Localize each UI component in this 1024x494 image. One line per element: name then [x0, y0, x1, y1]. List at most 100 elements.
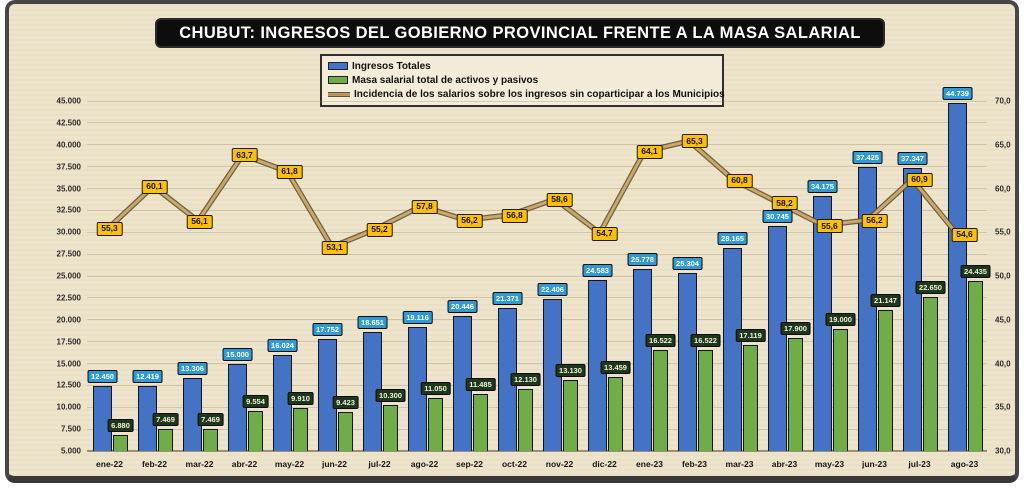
masa-bar	[562, 379, 578, 451]
masa-bar	[697, 350, 713, 451]
ingresos-bar	[677, 273, 697, 451]
y-axis-tick-right: 65,0	[995, 140, 1011, 150]
gridline	[87, 363, 987, 364]
x-axis-label: mar-22	[185, 459, 214, 469]
ingresos-bar	[767, 225, 787, 451]
x-axis-label: jun-23	[861, 459, 888, 469]
masa-bar-label: 10.300	[375, 388, 406, 402]
masa-bar	[877, 309, 893, 451]
ingresos-bar-label: 16.024	[267, 338, 298, 352]
legend-bar-swatch	[328, 62, 348, 70]
masa-bar-label: 7.469	[152, 413, 179, 427]
ingresos-bar-label: 34.175	[807, 179, 838, 193]
gridline	[87, 253, 987, 255]
masa-bar-label: 9.910	[287, 392, 314, 406]
masa-bar-label: 17.900	[780, 322, 811, 336]
masa-bar	[742, 344, 758, 451]
incidencia-point-label: 54,7	[591, 226, 618, 241]
gridline	[87, 122, 987, 124]
y-axis-tick-left: 20.000	[56, 315, 81, 325]
gridline	[87, 275, 987, 277]
y-axis-tick-left: 35.000	[56, 184, 81, 193]
gridline	[87, 166, 987, 168]
y-axis-tick-right: 70,0	[995, 96, 1011, 106]
masa-bar	[382, 404, 398, 451]
y-axis-tick-right: 35,0	[995, 402, 1011, 412]
legend-item-label: Ingresos Totales	[352, 60, 431, 72]
masa-bar-label: 19.000	[825, 312, 856, 326]
x-axis-label: feb-23	[681, 459, 708, 469]
x-axis-label: ago-23	[950, 459, 979, 469]
gridline	[87, 450, 987, 452]
y-axis-tick-left: 27.500	[56, 249, 81, 259]
chart-frame: CHUBUT: INGRESOS DEL GOBIERNO PROVINCIAL…	[5, 0, 1019, 483]
incidencia-point-label: 53,1	[321, 240, 348, 255]
y-axis-tick-left: 17.500	[56, 337, 81, 347]
ingresos-bar	[902, 167, 922, 451]
ingresos-bar-label: 44.739	[942, 87, 973, 101]
masa-bar-label: 9.423	[332, 396, 359, 410]
ingresos-bar-label: 19.116	[402, 311, 433, 325]
masa-bar	[652, 350, 668, 451]
y-axis-tick-right: 55,0	[995, 227, 1011, 237]
ingresos-bar-label: 37.347	[897, 151, 928, 165]
incidencia-point-label: 65,3	[681, 134, 708, 149]
ingresos-bar	[92, 385, 112, 451]
plot-area: 5.000 7.500 10.000 12.500 15.000 17.500 20.000…	[9, 4, 1015, 476]
ingresos-bar-label: 30.745	[762, 209, 793, 223]
ingresos-bar-label: 28.165	[717, 232, 748, 246]
x-axis-label: ene-22	[96, 459, 123, 469]
chart-title: CHUBUT: INGRESOS DEL GOBIERNO PROVINCIAL…	[155, 18, 885, 48]
x-axis-label: abr-23	[771, 459, 798, 469]
y-axis-tick-left: 25.000	[56, 271, 81, 281]
masa-bar	[517, 388, 533, 451]
legend-item-2: Incidencia de los salarios sobre los ing…	[328, 87, 725, 101]
x-axis-label: dic-22	[592, 459, 617, 469]
gridline	[87, 341, 987, 343]
legend-item-label: Incidencia de los salarios sobre los ing…	[354, 88, 725, 100]
masa-bar-label: 16.522	[690, 334, 721, 348]
x-axis-label: may-22	[274, 459, 305, 469]
ingresos-bar-label: 13.306	[177, 362, 208, 376]
masa-bar-label: 13.130	[555, 363, 586, 377]
y-axis-tick-left: 40.000	[56, 140, 81, 150]
masa-bar-label: 13.459	[600, 360, 631, 374]
ingresos-bar-label: 12.450	[87, 369, 118, 383]
y-axis-tick-right: 45,0	[995, 315, 1011, 325]
masa-bar-label: 7.469	[197, 413, 224, 427]
incidencia-point-label: 55,3	[96, 221, 123, 236]
y-axis-tick-left: 7.500	[60, 424, 81, 434]
masa-bar-label: 21.147	[870, 293, 901, 307]
x-axis-label: sep-22	[456, 459, 483, 469]
ingresos-bar-label: 37.425	[852, 151, 883, 165]
x-axis-label: abr-22	[231, 459, 258, 469]
incidencia-point-label: 54,6	[951, 227, 978, 242]
masa-bar	[832, 328, 848, 451]
gridline	[87, 209, 987, 211]
ingresos-bar-label: 18.651	[357, 315, 388, 329]
y-axis-tick-left: 15.000	[56, 359, 81, 368]
masa-bar	[112, 434, 128, 451]
ingresos-bar	[722, 248, 742, 451]
x-axis-label: ene-23	[636, 459, 663, 469]
y-axis-tick-left: 42.500	[56, 118, 81, 128]
y-axis-tick-left: 45.000	[56, 96, 81, 106]
masa-bar	[337, 412, 353, 451]
incidencia-point-label: 60,1	[141, 179, 168, 194]
ingresos-bar-label: 17.752	[312, 323, 343, 337]
incidencia-point-label: 55,6	[816, 219, 843, 233]
ingresos-bar-label: 22.406	[537, 282, 568, 296]
masa-bar-label: 17.119	[735, 328, 766, 342]
y-axis-tick-left: 32.500	[56, 205, 81, 215]
x-axis-label: feb-22	[141, 459, 168, 469]
masa-bar-label: 9.554	[242, 395, 269, 409]
masa-bar	[787, 338, 803, 451]
y-axis-tick-right: 60,0	[995, 184, 1011, 193]
x-axis-label: oct-22	[501, 459, 528, 469]
incidencia-point-label: 57,8	[411, 199, 438, 214]
legend-item-1: Masa salarial total de activos y pasivos	[328, 73, 716, 87]
gridline	[87, 188, 987, 189]
legend: Ingresos Totales Masa salarial total de a…	[320, 54, 725, 107]
gridline	[87, 297, 987, 299]
masa-bar-label: 12.130	[510, 372, 541, 386]
